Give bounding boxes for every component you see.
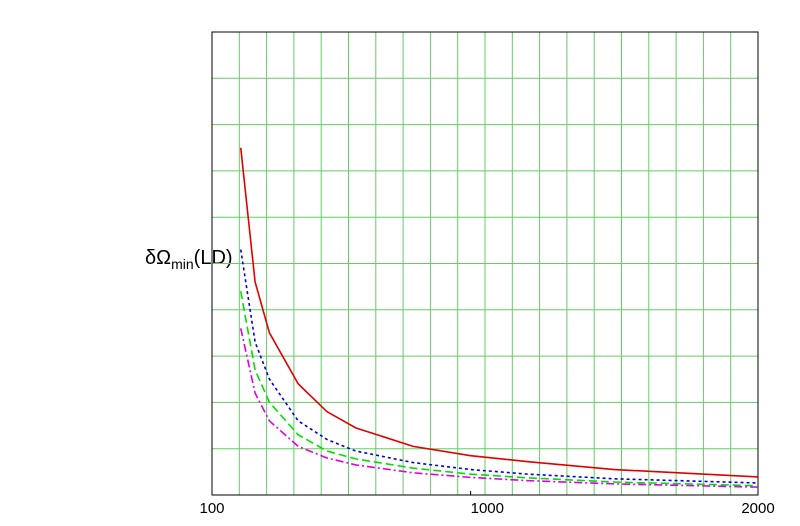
x-tick-label: 1000 bbox=[471, 500, 504, 517]
line-series bbox=[239, 249, 759, 484]
y-label-tail: (LD) bbox=[194, 247, 233, 269]
line-series bbox=[239, 328, 759, 488]
y-axis-label: δΩmin(LD) bbox=[145, 247, 233, 272]
y-label-sub: min bbox=[171, 256, 194, 272]
y-label-main: δΩ bbox=[145, 247, 171, 269]
x-tick-label: 100 bbox=[199, 500, 224, 517]
x-tick-label: 2000 bbox=[741, 500, 774, 517]
line-series bbox=[239, 147, 759, 478]
line-series bbox=[239, 291, 759, 487]
plot-frame bbox=[211, 31, 759, 496]
